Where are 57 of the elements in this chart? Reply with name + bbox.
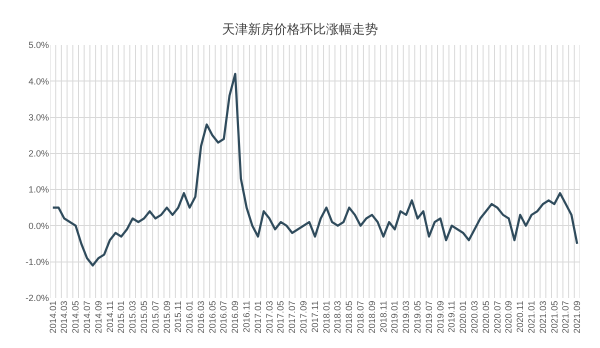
x-tick-label: 2018.03 <box>332 300 343 334</box>
y-tick-label: -1.0% <box>25 257 49 268</box>
x-tick-label: 2018.01 <box>321 300 332 334</box>
x-tick-label: 2016.03 <box>196 300 206 334</box>
x-tick-label: 2020.09 <box>504 300 514 334</box>
x-tick-label: 2018.07 <box>356 300 366 334</box>
y-tick-label: 0.0% <box>28 220 49 231</box>
x-tick-label: 2015.07 <box>150 300 160 334</box>
y-tick-label: 5.0% <box>28 40 49 50</box>
x-tick-label: 2021.05 <box>549 300 560 334</box>
x-tick-label: 2014.01 <box>48 300 58 334</box>
x-tick-label: 2016.05 <box>207 300 218 334</box>
x-tick-label: 2018.09 <box>366 300 377 334</box>
x-tick-label: 2019.01 <box>390 300 400 334</box>
x-tick-label: 2020.07 <box>492 300 502 334</box>
x-tick-label: 2018.05 <box>344 300 354 334</box>
x-tick-label: 2019.03 <box>401 300 412 334</box>
x-tick-label: 2016.11 <box>242 300 252 333</box>
x-tick-label: 2015.03 <box>128 300 138 334</box>
x-tick-label: 2019.05 <box>412 300 423 334</box>
x-tick-label: 2020.05 <box>480 300 491 334</box>
x-tick-label: 2016.07 <box>218 300 229 334</box>
x-tick-label: 2021.07 <box>560 300 571 334</box>
x-tick-label: 2017.11 <box>310 300 320 333</box>
line-series <box>52 72 578 267</box>
x-tick-label: 2021.01 <box>526 300 536 334</box>
x-tick-label: 2020.03 <box>469 300 480 334</box>
y-tick-label: 2.0% <box>28 148 49 159</box>
x-tick-label: 2015.05 <box>138 300 149 334</box>
x-tick-label: 2015.11 <box>173 300 184 333</box>
y-tick-label: -2.0% <box>25 293 49 304</box>
x-tick-label: 2015.09 <box>162 300 172 334</box>
x-tick-label: 2017.01 <box>252 300 263 334</box>
x-tick-label: 2017.05 <box>276 300 286 334</box>
x-tick-label: 2021.03 <box>538 300 548 334</box>
x-tick-label: 2017.03 <box>264 300 274 334</box>
x-tick-label: 2015.01 <box>116 300 126 334</box>
x-tick-label: 2014.03 <box>59 300 70 334</box>
y-tick-label: 1.0% <box>28 184 49 195</box>
x-tick-label: 2014.07 <box>82 300 92 334</box>
y-tick-label: 3.0% <box>28 112 49 122</box>
x-tick-label: 2014.09 <box>93 300 104 334</box>
x-tick-label: 2020.01 <box>458 300 468 334</box>
x-tick-label: 2016.09 <box>230 300 240 334</box>
y-tick-label: 4.0% <box>28 76 49 86</box>
x-tick-label: 2019.09 <box>435 300 446 334</box>
chart-title: 天津新房价格环比涨幅走势 <box>222 21 378 38</box>
x-tick-label: 2014.05 <box>70 300 81 334</box>
x-tick-label: 2014.11 <box>104 300 115 333</box>
x-tick-label: 2018.11 <box>378 300 388 333</box>
x-tick-label: 2019.11 <box>446 300 457 333</box>
x-tick-label: 2017.07 <box>287 300 298 334</box>
x-tick-label: 2020.11 <box>515 300 526 333</box>
x-tick-label: 2017.09 <box>298 300 309 334</box>
x-tick-label: 2021.09 <box>572 300 582 334</box>
x-tick-label: 2016.01 <box>184 300 195 334</box>
x-tick-label: 2019.07 <box>424 300 434 334</box>
